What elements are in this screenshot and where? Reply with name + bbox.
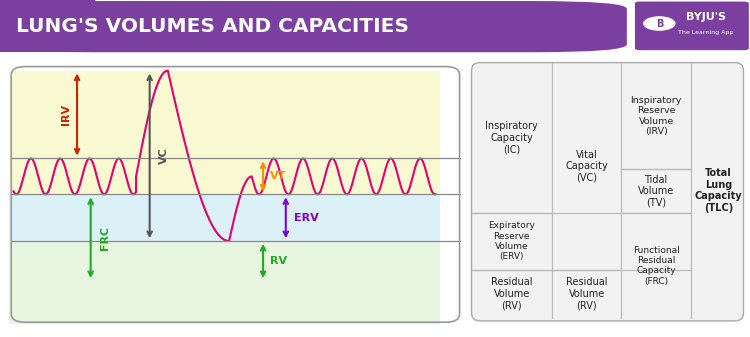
- Text: Tidal
Volume
(TV): Tidal Volume (TV): [638, 175, 674, 208]
- Text: Total
Lung
Capacity
(TLC): Total Lung Capacity (TLC): [694, 168, 742, 213]
- Text: RV: RV: [270, 256, 287, 266]
- Text: LUNG'S VOLUMES AND CAPACITIES: LUNG'S VOLUMES AND CAPACITIES: [16, 17, 409, 36]
- Text: Residual
Volume
(RV): Residual Volume (RV): [491, 277, 532, 310]
- Text: Vital
Capacity
(VC): Vital Capacity (VC): [566, 150, 608, 183]
- Bar: [9, 194, 440, 241]
- FancyBboxPatch shape: [472, 63, 743, 321]
- Text: VC: VC: [159, 147, 169, 164]
- Text: VT: VT: [270, 172, 286, 181]
- Text: BYJU'S: BYJU'S: [686, 12, 726, 22]
- Text: The Learning App: The Learning App: [678, 30, 734, 35]
- Bar: [9, 70, 440, 158]
- Text: B: B: [656, 19, 663, 29]
- Text: IRV: IRV: [61, 104, 70, 125]
- Bar: [9, 158, 440, 194]
- Text: Inspiratory
Capacity
(IC): Inspiratory Capacity (IC): [485, 121, 538, 154]
- Text: Functional
Residual
Capacity
(FRC): Functional Residual Capacity (FRC): [633, 246, 680, 286]
- Bar: [0, 0, 94, 52]
- Text: FRC: FRC: [100, 225, 109, 250]
- Bar: [9, 241, 440, 324]
- Text: Residual
Volume
(RV): Residual Volume (RV): [566, 277, 608, 310]
- Text: Inspiratory
Reserve
Volume
(IRV): Inspiratory Reserve Volume (IRV): [630, 96, 682, 136]
- Circle shape: [643, 16, 676, 31]
- Text: Expiratory
Reserve
Volume
(ERV): Expiratory Reserve Volume (ERV): [488, 221, 536, 262]
- FancyBboxPatch shape: [635, 2, 748, 50]
- FancyBboxPatch shape: [0, 1, 627, 52]
- Text: ERV: ERV: [293, 213, 318, 223]
